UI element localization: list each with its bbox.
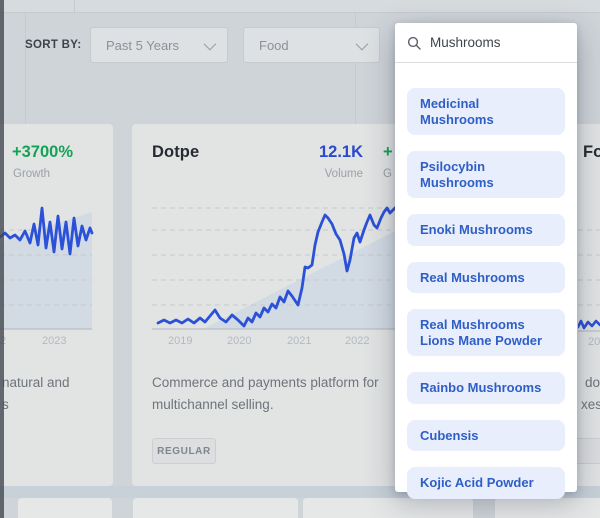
grid-line — [25, 12, 26, 124]
suggestion-list: Medicinal Mushrooms Psilocybin Mushrooms… — [395, 63, 577, 499]
suggestion-real-mushrooms[interactable]: Real Mushrooms — [407, 261, 565, 293]
search-dropdown-panel: Mushrooms Medicinal Mushrooms Psilocybin… — [395, 23, 577, 499]
growth-label-partial: G — [383, 168, 392, 180]
suggestion-kojic-acid-powder[interactable]: Kojic Acid Powder — [407, 467, 565, 499]
suggestion-medicinal-mushrooms[interactable]: Medicinal Mushrooms — [407, 88, 565, 135]
volume-value: 12.1K — [318, 143, 363, 161]
grid-line — [355, 12, 356, 124]
card-description-partial: natural and — [2, 375, 70, 390]
card-title-partial: Foo — [583, 143, 600, 161]
x-tick: 2019 — [168, 335, 193, 347]
x-tick: 2020 — [227, 335, 252, 347]
suggestion-rainbo-mushrooms[interactable]: Rainbo Mushrooms — [407, 372, 565, 404]
card-description-partial: dog — [585, 375, 600, 390]
suggestion-cubensis[interactable]: Cubensis — [407, 419, 565, 451]
sparkline-chart — [0, 206, 94, 330]
suggestion-enoki-mushrooms[interactable]: Enoki Mushrooms — [407, 214, 565, 246]
sort-by-label: SORT BY: — [25, 39, 82, 51]
sparkline-chart — [578, 229, 600, 332]
card-description: Commerce and payments platform for — [152, 375, 379, 390]
growth-label: Growth — [13, 168, 51, 180]
category-filter-value: Food — [259, 37, 289, 53]
card-description-partial: xes. — [581, 397, 600, 412]
time-filter-value: Past 5 Years — [106, 37, 179, 53]
search-input[interactable]: Mushrooms — [395, 23, 577, 63]
x-tick: 2021 — [287, 335, 312, 347]
x-tick-partial: 20 — [588, 336, 600, 348]
header-divider-line — [0, 12, 600, 13]
suggestion-psilocybin-mushrooms[interactable]: Psilocybin Mushrooms — [407, 151, 565, 198]
category-filter-dropdown[interactable]: Food — [243, 27, 380, 63]
next-row-card[interactable] — [303, 498, 473, 518]
chevron-down-icon — [203, 37, 217, 50]
growth-value: +3700% — [12, 143, 74, 161]
suggestion-real-mushrooms-lions-mane-powder[interactable]: Real Mushrooms Lions Mane Powder — [407, 309, 565, 356]
card-description-partial: s — [2, 397, 9, 412]
badge-partial — [574, 438, 600, 464]
time-filter-dropdown[interactable]: Past 5 Years — [90, 27, 228, 63]
x-tick: 2022 — [345, 335, 370, 347]
growth-value-partial: + — [383, 143, 393, 161]
card-description: multichannel selling. — [152, 397, 274, 412]
grid-line — [74, 0, 75, 12]
next-row-card[interactable] — [495, 498, 600, 518]
next-row-card[interactable] — [18, 498, 112, 518]
volume-label: Volume — [324, 168, 363, 180]
card-title: Dotpe — [152, 143, 200, 161]
search-input-value: Mushrooms — [430, 35, 501, 50]
x-tick: 2023 — [42, 335, 67, 347]
top-band — [0, 0, 600, 12]
next-row-card[interactable] — [133, 498, 298, 518]
search-icon — [407, 36, 421, 50]
chevron-down-icon — [355, 37, 369, 50]
screen-edge-strip — [0, 0, 4, 518]
regular-badge: REGULAR — [152, 438, 216, 464]
